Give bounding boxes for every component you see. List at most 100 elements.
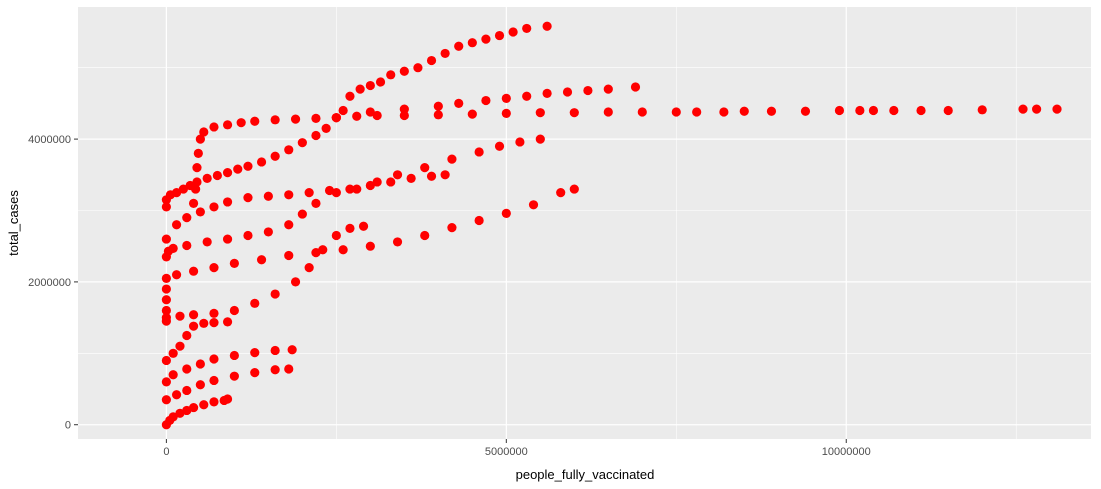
data-point (202, 173, 212, 183)
data-point (222, 168, 233, 178)
data-point (250, 348, 260, 358)
data-point (338, 105, 348, 116)
data-point (637, 107, 647, 117)
data-point (426, 55, 437, 66)
data-point (345, 223, 355, 233)
data-point (161, 313, 171, 323)
data-point (603, 84, 613, 94)
data-point (855, 105, 865, 116)
data-point (474, 147, 484, 157)
data-point (195, 207, 205, 217)
plot-panel (78, 7, 1091, 439)
data-point (270, 365, 280, 375)
data-point (522, 23, 532, 34)
data-point (182, 330, 192, 341)
y-tick-label: 4000000 (28, 134, 71, 146)
data-point (161, 284, 171, 294)
data-point (182, 364, 192, 374)
data-point (433, 101, 443, 111)
data-point (889, 105, 899, 116)
data-point (243, 193, 253, 203)
data-point (212, 170, 222, 181)
data-point (161, 355, 171, 366)
data-point (358, 221, 369, 231)
data-point (209, 263, 219, 273)
data-point (229, 371, 239, 381)
data-point (426, 171, 437, 181)
data-point (345, 184, 355, 194)
data-point (168, 412, 178, 422)
data-point (352, 184, 362, 194)
data-point (372, 177, 382, 187)
data-point (447, 223, 457, 233)
data-point (297, 138, 307, 148)
data-point (191, 184, 201, 194)
data-point (188, 402, 199, 413)
data-point (375, 77, 386, 87)
data-point (311, 130, 321, 141)
data-point (528, 200, 539, 210)
data-point (311, 198, 321, 208)
data-point (399, 110, 409, 121)
data-point (583, 85, 593, 96)
data-point (209, 375, 219, 386)
data-point (352, 111, 362, 121)
data-point (501, 108, 511, 118)
x-axis-title: people_fully_vaccinated (516, 467, 655, 482)
data-point (284, 190, 294, 200)
data-point (977, 105, 987, 115)
data-point (195, 134, 205, 144)
data-point (161, 234, 171, 244)
data-point (413, 63, 423, 73)
data-point (287, 345, 297, 355)
grid-major (78, 7, 1091, 439)
data-point (556, 188, 566, 198)
data-point (199, 127, 209, 137)
data-point (494, 141, 505, 151)
data-point (193, 148, 203, 158)
data-point (175, 311, 185, 321)
data-point (1018, 104, 1028, 114)
data-point (188, 310, 199, 320)
data-point (188, 266, 199, 276)
x-tick-label: 0 (163, 446, 169, 458)
data-point (501, 208, 511, 218)
data-point (467, 38, 477, 48)
data-point (365, 107, 375, 117)
data-point (440, 170, 450, 180)
data-point (386, 70, 396, 80)
data-point (542, 88, 552, 98)
data-point (739, 106, 749, 116)
data-point (256, 255, 267, 265)
data-point (399, 66, 409, 76)
data-point (188, 321, 199, 331)
data-point (569, 108, 579, 118)
data-point (304, 188, 314, 198)
data-point (171, 188, 182, 198)
data-point (290, 277, 301, 287)
data-point (270, 151, 280, 161)
data-point (399, 104, 409, 114)
data-point (263, 191, 273, 201)
data-point (535, 108, 545, 118)
data-point (209, 308, 219, 318)
data-point (365, 180, 375, 191)
data-point (263, 227, 273, 237)
data-point (161, 377, 171, 387)
data-point (304, 263, 314, 273)
data-point (209, 397, 219, 407)
data-points (161, 21, 1062, 430)
data-point (161, 273, 171, 283)
data-point (209, 354, 219, 364)
data-point (481, 34, 491, 44)
data-point (297, 209, 307, 219)
x-axis: 0 5000000 10000000 (163, 439, 871, 458)
data-point (569, 184, 579, 194)
data-point (209, 318, 219, 328)
data-point (365, 80, 375, 91)
data-point (603, 107, 613, 117)
data-point (243, 230, 253, 241)
data-point (229, 350, 239, 361)
data-point (199, 318, 209, 328)
data-point (345, 91, 355, 101)
